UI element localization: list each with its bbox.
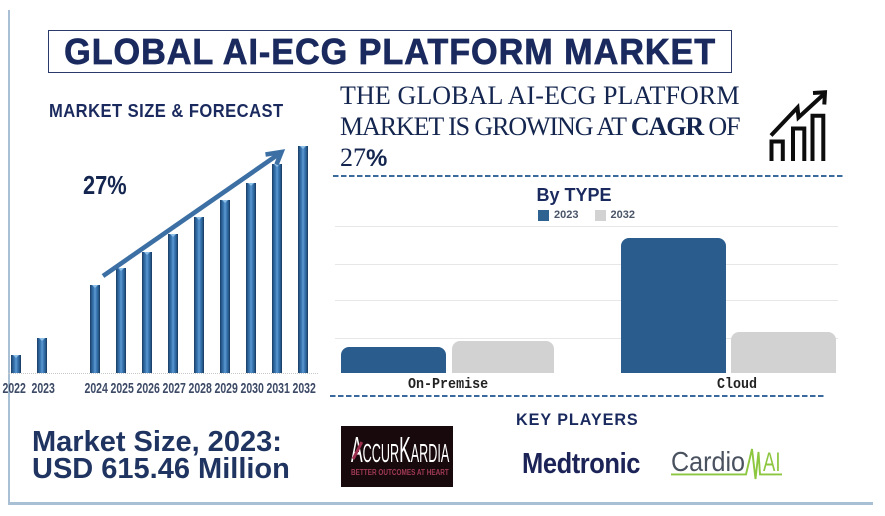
svg-text:Cardio: Cardio (671, 446, 745, 477)
svg-text:AI: AI (763, 447, 781, 477)
